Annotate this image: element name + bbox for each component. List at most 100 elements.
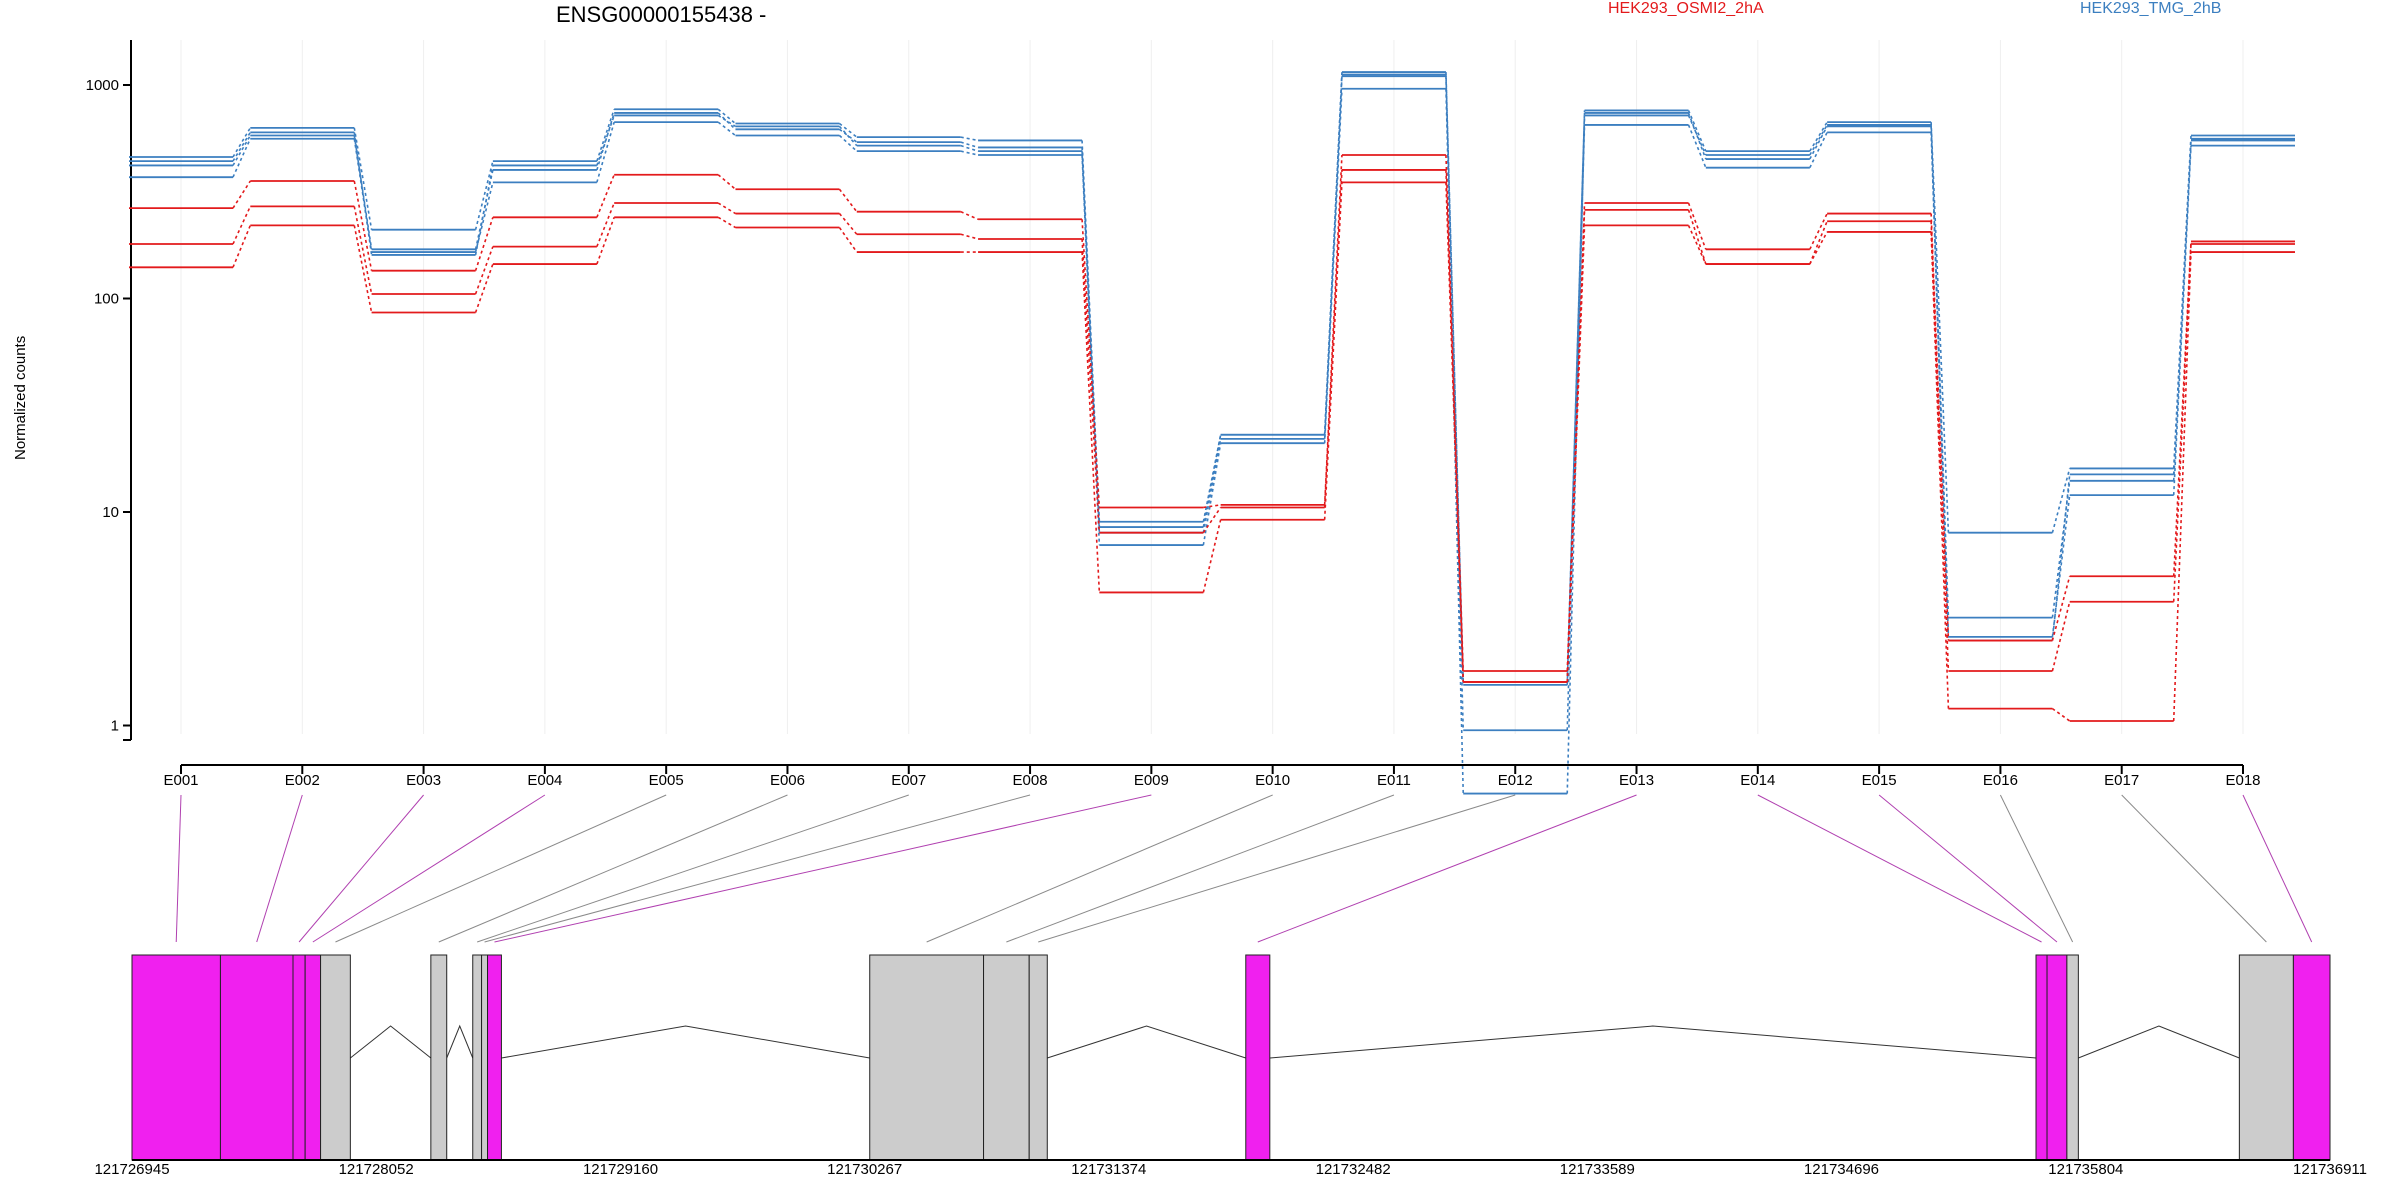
series-1-connector-E001 xyxy=(232,127,251,158)
chart-title: ENSG00000155438 - xyxy=(556,2,767,27)
exon-link-E015 xyxy=(1878,794,2058,943)
x-tick-label-E006: E006 xyxy=(770,772,805,789)
series-3-connector-E004 xyxy=(596,121,615,183)
series-7-connector-E006 xyxy=(838,227,858,253)
series-4-connector-E016 xyxy=(2051,474,2071,641)
series-1-connector-E007 xyxy=(960,136,979,142)
exon-E002 xyxy=(219,954,294,1161)
exon-link-E011 xyxy=(1006,794,1395,943)
series-6-connector-E009 xyxy=(1202,507,1222,534)
series-5 xyxy=(129,154,2295,672)
series-2-connector-E002 xyxy=(353,135,373,250)
series-5-connector-E017 xyxy=(2172,241,2192,577)
x-tick-label-E018: E018 xyxy=(2225,772,2260,789)
x-tick-label-E015: E015 xyxy=(1862,772,1897,789)
exon-link-E012 xyxy=(1038,794,1516,943)
series-4-connector-E006 xyxy=(838,125,858,147)
series-1 xyxy=(129,71,2295,683)
x-tick-label-E008: E008 xyxy=(1013,772,1048,789)
series-5-connector-E007 xyxy=(960,210,979,221)
x-tick-label-E017: E017 xyxy=(2104,772,2139,789)
series-2-connector-E009 xyxy=(1202,434,1222,528)
series-4-connector-E002 xyxy=(353,132,373,256)
series-7-connector-E005 xyxy=(717,216,736,229)
series-6-connector-E002 xyxy=(353,206,373,295)
series-5-connector-E005 xyxy=(717,174,736,190)
coord-tick-label-6: 121732482 xyxy=(1316,1161,1391,1178)
series-3-connector-E006 xyxy=(838,134,858,152)
y-tick-label-1: 1 xyxy=(111,718,119,735)
series-6-connector-E014 xyxy=(1809,220,1828,265)
series-5-connector-E012 xyxy=(1566,203,1586,672)
series-4-connector-E015 xyxy=(1930,124,1950,641)
series-3-connector-E005 xyxy=(717,121,736,137)
exon-E009 xyxy=(487,954,502,1161)
series-3-connector-E013 xyxy=(1687,124,1707,168)
series-5-connector-E014 xyxy=(1809,213,1828,250)
series-5-connector-E008 xyxy=(1081,219,1101,508)
series-7-connector-E012 xyxy=(1566,225,1586,682)
exon-link-E003 xyxy=(298,794,424,943)
series-4 xyxy=(129,75,2295,795)
series-4-connector-E013 xyxy=(1687,115,1707,156)
series-5-connector-E006 xyxy=(838,188,858,213)
series-1-connector-E013 xyxy=(1687,110,1707,152)
series-6-connector-E005 xyxy=(717,202,736,215)
series-4-connector-E008 xyxy=(1081,151,1101,533)
exon-E005 xyxy=(320,954,351,1161)
series-7-connector-E001 xyxy=(232,225,252,268)
series-1-connector-E014 xyxy=(1809,121,1828,152)
exon-link-E016 xyxy=(1999,794,2074,943)
coord-tick-label-4: 121730267 xyxy=(827,1161,902,1178)
x-tick-label-E003: E003 xyxy=(406,772,441,789)
series-1-connector-E006 xyxy=(838,122,858,138)
series-2-connector-E005 xyxy=(717,112,737,130)
intron-5 xyxy=(1269,1025,2037,1059)
intron-6 xyxy=(2078,1025,2240,1059)
x-tick-label-E001: E001 xyxy=(163,772,198,789)
series-7-connector-E011 xyxy=(1445,182,1465,682)
exon-link-E009 xyxy=(494,794,1152,943)
series-3-connector-E014 xyxy=(1809,132,1828,169)
series-7-connector-E015 xyxy=(1930,231,1950,709)
series-7-connector-E004 xyxy=(596,217,615,265)
legend-tmg: HEK293_TMG_2hB xyxy=(2080,0,2222,17)
series-1-connector-E002 xyxy=(353,127,373,230)
x-tick-label-E011: E011 xyxy=(1377,772,1411,789)
coord-tick-label-1: 121726945 xyxy=(94,1161,169,1178)
intron-1 xyxy=(350,1025,432,1059)
series-3-connector-E017 xyxy=(2172,145,2192,496)
series-4-connector-E012 xyxy=(1566,115,1586,794)
exon-E011 xyxy=(983,954,1030,1161)
series-4-connector-E007 xyxy=(960,144,979,152)
exon-E017 xyxy=(2238,954,2294,1161)
exon-link-E018 xyxy=(2242,794,2313,943)
series-1-connector-E003 xyxy=(474,160,494,230)
coord-tick-label-10: 121736911 xyxy=(2293,1161,2367,1178)
exon-link-E014 xyxy=(1757,794,2042,943)
series-2-connector-E004 xyxy=(596,112,615,171)
coord-tick-label-7: 121733589 xyxy=(1560,1161,1635,1178)
x-tick-label-E007: E007 xyxy=(891,772,926,789)
series-3-connector-E001 xyxy=(232,138,252,178)
exon-E003 xyxy=(292,954,306,1161)
y-tick-label-100: 100 xyxy=(94,291,119,308)
series-3-connector-E009 xyxy=(1202,443,1222,546)
x-tick-label-E016: E016 xyxy=(1983,772,2018,789)
series-7-connector-E016 xyxy=(2051,707,2071,722)
exon-E018 xyxy=(2292,954,2331,1161)
coord-tick-label-9: 121735804 xyxy=(2048,1161,2123,1178)
series-7-connector-E003 xyxy=(474,263,494,313)
exon-link-E013 xyxy=(1257,794,1637,943)
y-tick-label-10: 10 xyxy=(102,504,119,521)
exon-E014 xyxy=(2035,954,2048,1161)
coord-tick-label-8: 121734696 xyxy=(1804,1161,1879,1178)
series-7-connector-E013 xyxy=(1687,225,1707,265)
legend-osmi2: HEK293_OSMI2_2hA xyxy=(1608,0,1764,17)
intron-2 xyxy=(446,1024,474,1059)
coord-tick-label-5: 121731374 xyxy=(1071,1161,1146,1178)
series-2-connector-E016 xyxy=(2051,480,2071,618)
series-7-connector-E010 xyxy=(1323,182,1343,520)
